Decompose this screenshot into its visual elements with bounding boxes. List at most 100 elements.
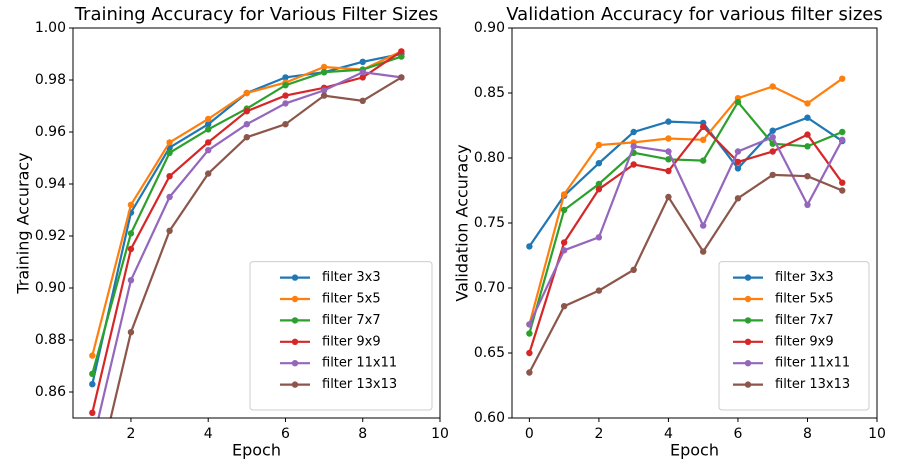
x-tick-label: 4 xyxy=(664,426,673,442)
point xyxy=(166,173,173,180)
point xyxy=(734,195,742,202)
point xyxy=(734,98,742,106)
legend-marker xyxy=(291,274,299,281)
point xyxy=(127,277,135,284)
legend-label: filter 13x13 xyxy=(775,377,850,392)
legend-marker xyxy=(744,317,752,324)
legend-marker xyxy=(291,360,299,367)
point xyxy=(839,128,846,136)
point xyxy=(205,147,212,154)
point xyxy=(243,121,251,128)
point xyxy=(243,108,251,115)
x-tick-label: 6 xyxy=(281,426,290,442)
point xyxy=(595,186,603,193)
legend-marker xyxy=(744,381,752,388)
y-tick-label: 0.60 xyxy=(474,410,505,426)
legend-marker xyxy=(744,274,752,281)
legend-label: filter 7x7 xyxy=(775,313,834,328)
point xyxy=(804,114,811,121)
point xyxy=(665,156,672,163)
point xyxy=(804,100,811,107)
x-tick-label: 4 xyxy=(204,426,213,442)
point xyxy=(89,409,96,416)
point xyxy=(320,69,328,76)
point xyxy=(839,187,846,194)
point xyxy=(560,303,568,310)
point xyxy=(734,165,742,172)
legend-label: filter 9x9 xyxy=(775,334,834,349)
point xyxy=(282,121,289,128)
legend-label: filter 11x11 xyxy=(775,356,850,371)
legend-label: filter 5x5 xyxy=(775,292,834,307)
point xyxy=(804,131,811,138)
point xyxy=(699,248,707,255)
point xyxy=(560,206,568,214)
point xyxy=(320,63,328,71)
y-tick-label: 0.86 xyxy=(35,384,66,400)
point xyxy=(595,180,603,188)
plot-area xyxy=(526,75,846,376)
legend-label: filter 13x13 xyxy=(322,377,397,392)
point xyxy=(665,167,672,175)
point xyxy=(205,115,212,123)
point xyxy=(282,74,289,81)
point xyxy=(320,92,328,99)
point xyxy=(769,148,776,155)
point xyxy=(665,118,672,125)
point xyxy=(359,69,366,76)
point xyxy=(127,329,135,336)
point xyxy=(526,330,533,337)
point xyxy=(769,134,776,141)
point xyxy=(398,74,405,81)
point xyxy=(359,58,366,65)
legend-label: filter 5x5 xyxy=(322,292,381,307)
point xyxy=(127,201,135,208)
point xyxy=(595,160,603,167)
point xyxy=(560,191,568,198)
point xyxy=(595,141,603,149)
point xyxy=(243,89,251,97)
point xyxy=(769,171,776,179)
legend-label: filter 7x7 xyxy=(322,313,381,328)
plot-area xyxy=(89,48,405,418)
legend-marker xyxy=(291,317,299,324)
point xyxy=(166,193,173,201)
point xyxy=(282,82,289,89)
chart-title: Validation Accuracy for various filter s… xyxy=(506,4,882,25)
y-tick-label: 0.85 xyxy=(474,85,505,101)
point xyxy=(359,74,366,81)
point xyxy=(127,230,135,237)
series-line xyxy=(528,135,844,325)
point xyxy=(166,149,173,156)
y-tick-label: 0.75 xyxy=(474,215,505,231)
point xyxy=(839,136,846,143)
point xyxy=(359,97,366,105)
y-tick-label: 0.88 xyxy=(35,332,66,348)
x-tick-label: 6 xyxy=(733,426,742,442)
y-tick-label: 0.65 xyxy=(474,345,505,361)
y-axis-label: Validation Accuracy xyxy=(453,144,472,301)
x-tick-label: 2 xyxy=(594,426,603,442)
point xyxy=(89,381,96,388)
point xyxy=(127,245,135,253)
point xyxy=(804,143,811,150)
y-tick-label: 0.98 xyxy=(35,72,66,88)
point xyxy=(699,157,707,164)
point xyxy=(89,352,96,359)
point xyxy=(166,227,173,234)
point xyxy=(839,75,846,82)
point xyxy=(630,161,637,168)
point xyxy=(243,134,251,141)
series-line xyxy=(528,100,843,334)
point xyxy=(699,222,707,229)
point xyxy=(526,321,533,328)
y-axis-label: Training Accuracy xyxy=(14,152,33,294)
x-tick-label: 8 xyxy=(358,426,367,442)
x-tick-label: 0 xyxy=(525,426,534,442)
y-tick-label: 0.92 xyxy=(35,228,66,244)
point xyxy=(734,148,742,155)
chart-title: Training Accuracy for Various Filter Siz… xyxy=(74,4,439,25)
point xyxy=(769,127,776,134)
point xyxy=(595,287,603,294)
x-tick-label: 8 xyxy=(803,426,812,442)
